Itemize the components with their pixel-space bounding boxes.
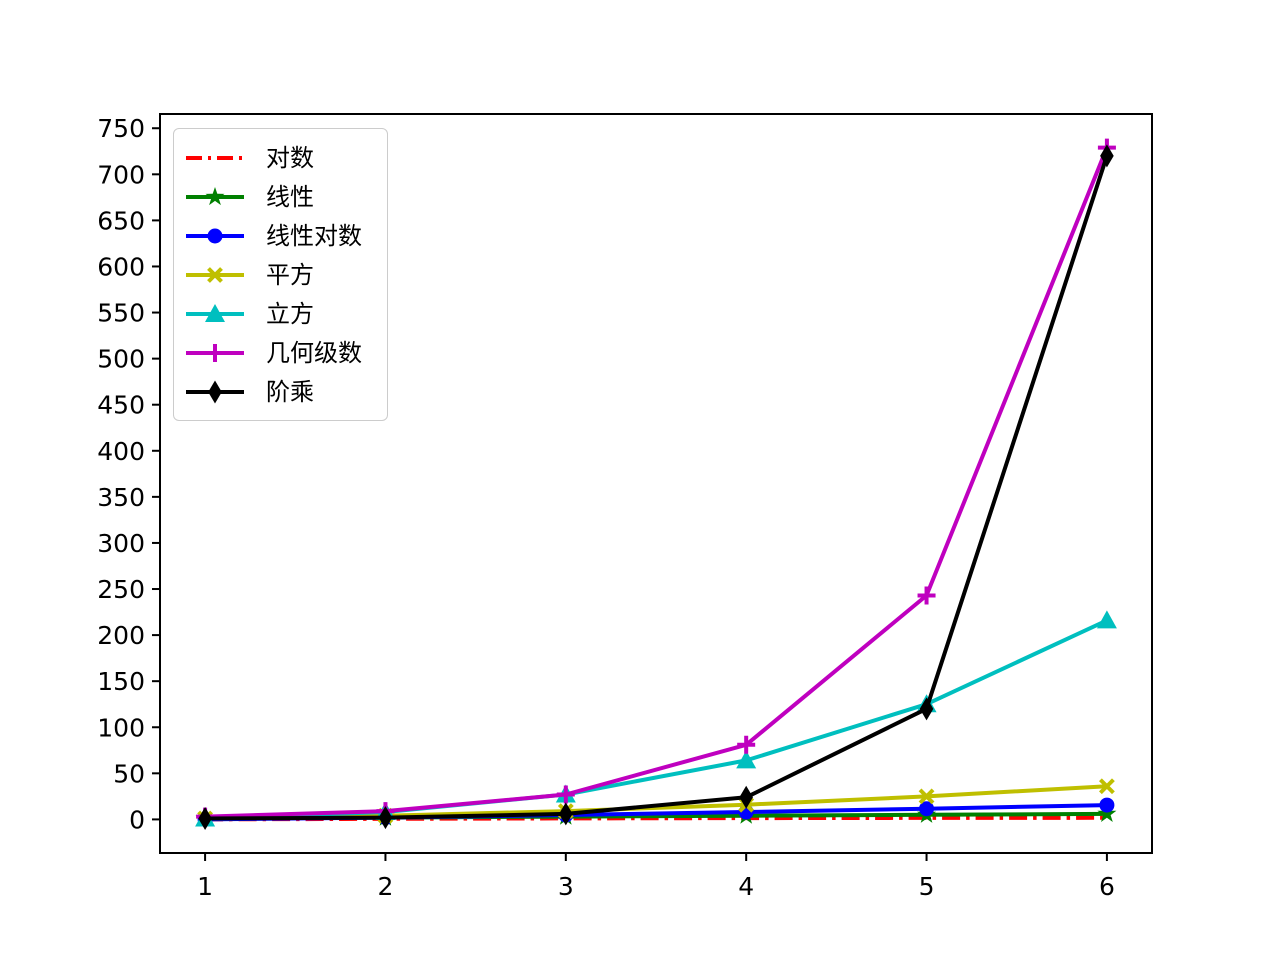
diamond-marker: [378, 806, 393, 830]
legend-label: 阶乘: [266, 377, 314, 406]
y-tick-label: 350: [97, 483, 145, 512]
legend-item: 平方: [184, 255, 361, 294]
legend-label: 线性: [266, 182, 314, 211]
legend-label: 立方: [266, 299, 314, 328]
x-tick-label: 2: [378, 872, 394, 901]
x-tick-label: 1: [197, 872, 213, 901]
y-tick-label: 700: [97, 160, 145, 189]
series-line: [205, 146, 1109, 819]
plus-marker: [917, 586, 936, 605]
circle-marker: [1099, 797, 1115, 813]
x-tick-label: 6: [1099, 872, 1115, 901]
diamond-marker: [208, 380, 222, 403]
legend-sample-star: [186, 186, 244, 205]
legend-label: 几何级数: [266, 338, 362, 367]
diamond-marker: [1100, 144, 1114, 168]
y-tick-label: 550: [97, 299, 145, 328]
y-tick-label: 500: [97, 345, 145, 374]
legend-sample-diamond: [186, 380, 244, 403]
legend-item: 线性: [184, 177, 361, 216]
series-6: [198, 144, 1114, 830]
y-tick-label: 450: [97, 391, 145, 420]
legend-item: 几何级数: [184, 333, 362, 372]
legend-sample-circle: [186, 228, 244, 243]
legend-sample-triangle: [186, 303, 244, 322]
legend: 对数线性线性对数平方立方几何级数阶乘: [173, 128, 388, 421]
y-tick-label: 650: [97, 206, 145, 235]
legend-label: 线性对数: [266, 221, 362, 250]
y-tick-label: 0: [129, 805, 145, 834]
y-tick-label: 100: [97, 713, 145, 742]
x-marker: [1098, 778, 1115, 795]
diamond-marker: [559, 802, 573, 826]
circle-marker: [207, 228, 223, 243]
diamond-marker: [739, 785, 753, 809]
series-line: [205, 155, 1109, 821]
y-tick-label: 400: [97, 437, 145, 466]
plus-marker: [206, 343, 224, 362]
y-tick-label: 600: [97, 252, 145, 281]
series-line: [205, 618, 1108, 821]
x-tick-label: 3: [558, 872, 574, 901]
y-tick-label: 150: [97, 667, 145, 696]
diamond-marker: [198, 806, 212, 830]
triangle-marker: [1096, 610, 1117, 629]
legend-sample-x: [186, 266, 244, 283]
triangle-marker: [736, 750, 757, 769]
y-tick-label: 750: [97, 114, 145, 143]
legend-label: 平方: [266, 260, 314, 289]
x-marker: [918, 788, 935, 805]
y-tick-label: 50: [113, 759, 145, 788]
x-marker: [207, 266, 223, 283]
y-tick-label: 250: [97, 575, 145, 604]
axes-spines: [159, 113, 1153, 854]
legend-sample-plus: [186, 343, 244, 362]
x-tick-label: 4: [738, 872, 754, 901]
diamond-marker: [919, 697, 934, 721]
star-marker: [205, 186, 225, 205]
triangle-marker: [205, 303, 225, 322]
legend-item: 立方: [184, 294, 361, 333]
star-marker: [1097, 803, 1117, 822]
legend-sample-none: [186, 155, 244, 160]
circle-marker: [919, 801, 935, 817]
plus-marker: [737, 735, 756, 754]
legend-item: 阶乘: [184, 372, 361, 411]
legend-item: 线性对数: [184, 216, 362, 255]
x-tick-label: 5: [919, 872, 935, 901]
plus-marker: [556, 785, 575, 804]
legend-item: 对数: [184, 138, 361, 177]
y-tick-label: 200: [97, 621, 145, 650]
y-tick-label: 300: [97, 529, 145, 558]
legend-label: 对数: [266, 143, 314, 172]
